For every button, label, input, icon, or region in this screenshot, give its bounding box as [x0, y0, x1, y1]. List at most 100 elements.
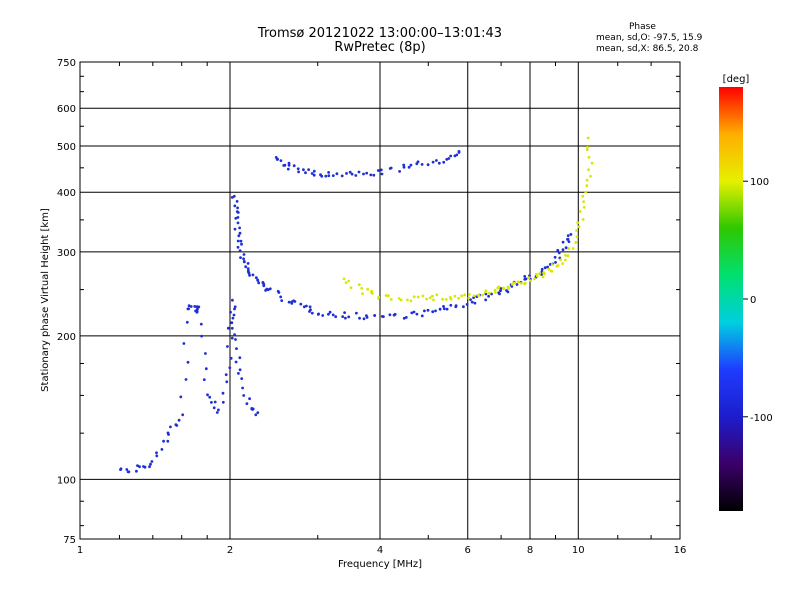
- data-point: [554, 261, 557, 264]
- data-point: [231, 316, 235, 320]
- data-point: [431, 310, 435, 314]
- data-point: [467, 296, 471, 300]
- data-point: [290, 300, 294, 304]
- data-point: [484, 292, 488, 296]
- y-tick-label: 600: [57, 104, 76, 115]
- data-point: [268, 287, 272, 291]
- data-point: [473, 301, 477, 305]
- data-point: [320, 174, 324, 178]
- y-tick-label: 200: [57, 332, 76, 343]
- data-point: [287, 163, 291, 167]
- data-point: [217, 408, 220, 412]
- data-point: [527, 276, 531, 280]
- data-point: [256, 411, 260, 414]
- data-point: [404, 316, 408, 319]
- data-point: [460, 294, 463, 298]
- data-point: [181, 413, 185, 417]
- data-point: [248, 397, 252, 401]
- y-axis-ticks: 75 100 200 300 400 500 600 750: [57, 58, 680, 546]
- data-point: [304, 171, 307, 175]
- colorbar-ticks: 100 0 -100: [743, 177, 773, 424]
- data-point: [569, 233, 573, 236]
- data-point: [230, 321, 234, 325]
- y-tick-label: 500: [57, 142, 76, 153]
- data-point: [286, 167, 290, 171]
- data-point: [589, 174, 592, 178]
- data-point: [409, 163, 413, 167]
- data-point: [406, 298, 409, 302]
- data-point: [547, 267, 551, 271]
- data-point: [343, 311, 346, 314]
- data-point: [454, 305, 458, 309]
- data-point: [529, 279, 533, 282]
- data-point: [299, 302, 303, 306]
- y-tick-label: 300: [57, 248, 76, 259]
- data-point: [441, 297, 444, 301]
- phase-stats-title: Phase: [629, 22, 656, 32]
- data-point: [556, 248, 560, 252]
- data-point: [499, 287, 503, 290]
- data-point: [232, 313, 236, 317]
- data-point: [350, 172, 354, 176]
- data-point: [493, 288, 497, 292]
- data-point: [226, 326, 230, 330]
- data-point: [389, 298, 393, 301]
- data-point: [234, 360, 238, 364]
- data-point: [566, 234, 570, 238]
- data-point: [213, 400, 217, 404]
- data-point: [162, 439, 166, 443]
- y-tick-label: 400: [57, 188, 76, 199]
- data-point: [468, 293, 471, 296]
- data-point: [251, 273, 255, 277]
- data-point: [179, 395, 183, 399]
- data-point: [230, 336, 234, 340]
- data-point: [331, 174, 335, 178]
- data-point: [182, 342, 186, 345]
- data-point: [347, 279, 351, 283]
- data-point: [372, 173, 376, 177]
- x-axis-label: Frequency [MHz]: [338, 559, 422, 570]
- data-point: [384, 294, 388, 297]
- data-point: [398, 170, 401, 173]
- data-point: [238, 226, 242, 230]
- data-point: [246, 267, 250, 270]
- data-point: [307, 168, 310, 172]
- data-point: [576, 221, 580, 225]
- data-point: [442, 160, 446, 164]
- data-point: [449, 303, 453, 307]
- data-point: [548, 263, 552, 266]
- data-point: [437, 161, 441, 165]
- data-point: [235, 347, 238, 350]
- data-point: [447, 157, 451, 160]
- data-point: [155, 454, 159, 458]
- data-point: [302, 305, 306, 309]
- data-point: [241, 386, 245, 390]
- data-point: [584, 190, 588, 194]
- data-point: [237, 234, 241, 238]
- data-point: [425, 297, 428, 301]
- data-point: [251, 408, 254, 411]
- data-point: [376, 169, 380, 172]
- data-point: [327, 312, 330, 316]
- data-point: [236, 245, 240, 249]
- data-point: [559, 258, 562, 262]
- data-point: [236, 239, 240, 243]
- data-point: [484, 298, 488, 302]
- data-point: [432, 298, 435, 302]
- data-point: [221, 400, 225, 404]
- data-point: [245, 402, 249, 405]
- data-point: [388, 313, 392, 317]
- data-point: [340, 174, 344, 178]
- data-point: [175, 424, 179, 427]
- data-point: [334, 315, 338, 319]
- data-point: [388, 167, 392, 170]
- data-point: [510, 285, 514, 288]
- data-point: [574, 241, 578, 244]
- data-point: [256, 279, 260, 282]
- y-tick-label: 100: [57, 475, 76, 486]
- data-point: [204, 352, 207, 355]
- data-point: [362, 172, 365, 176]
- data-point: [550, 263, 554, 266]
- data-point: [177, 418, 181, 422]
- data-point: [421, 294, 425, 298]
